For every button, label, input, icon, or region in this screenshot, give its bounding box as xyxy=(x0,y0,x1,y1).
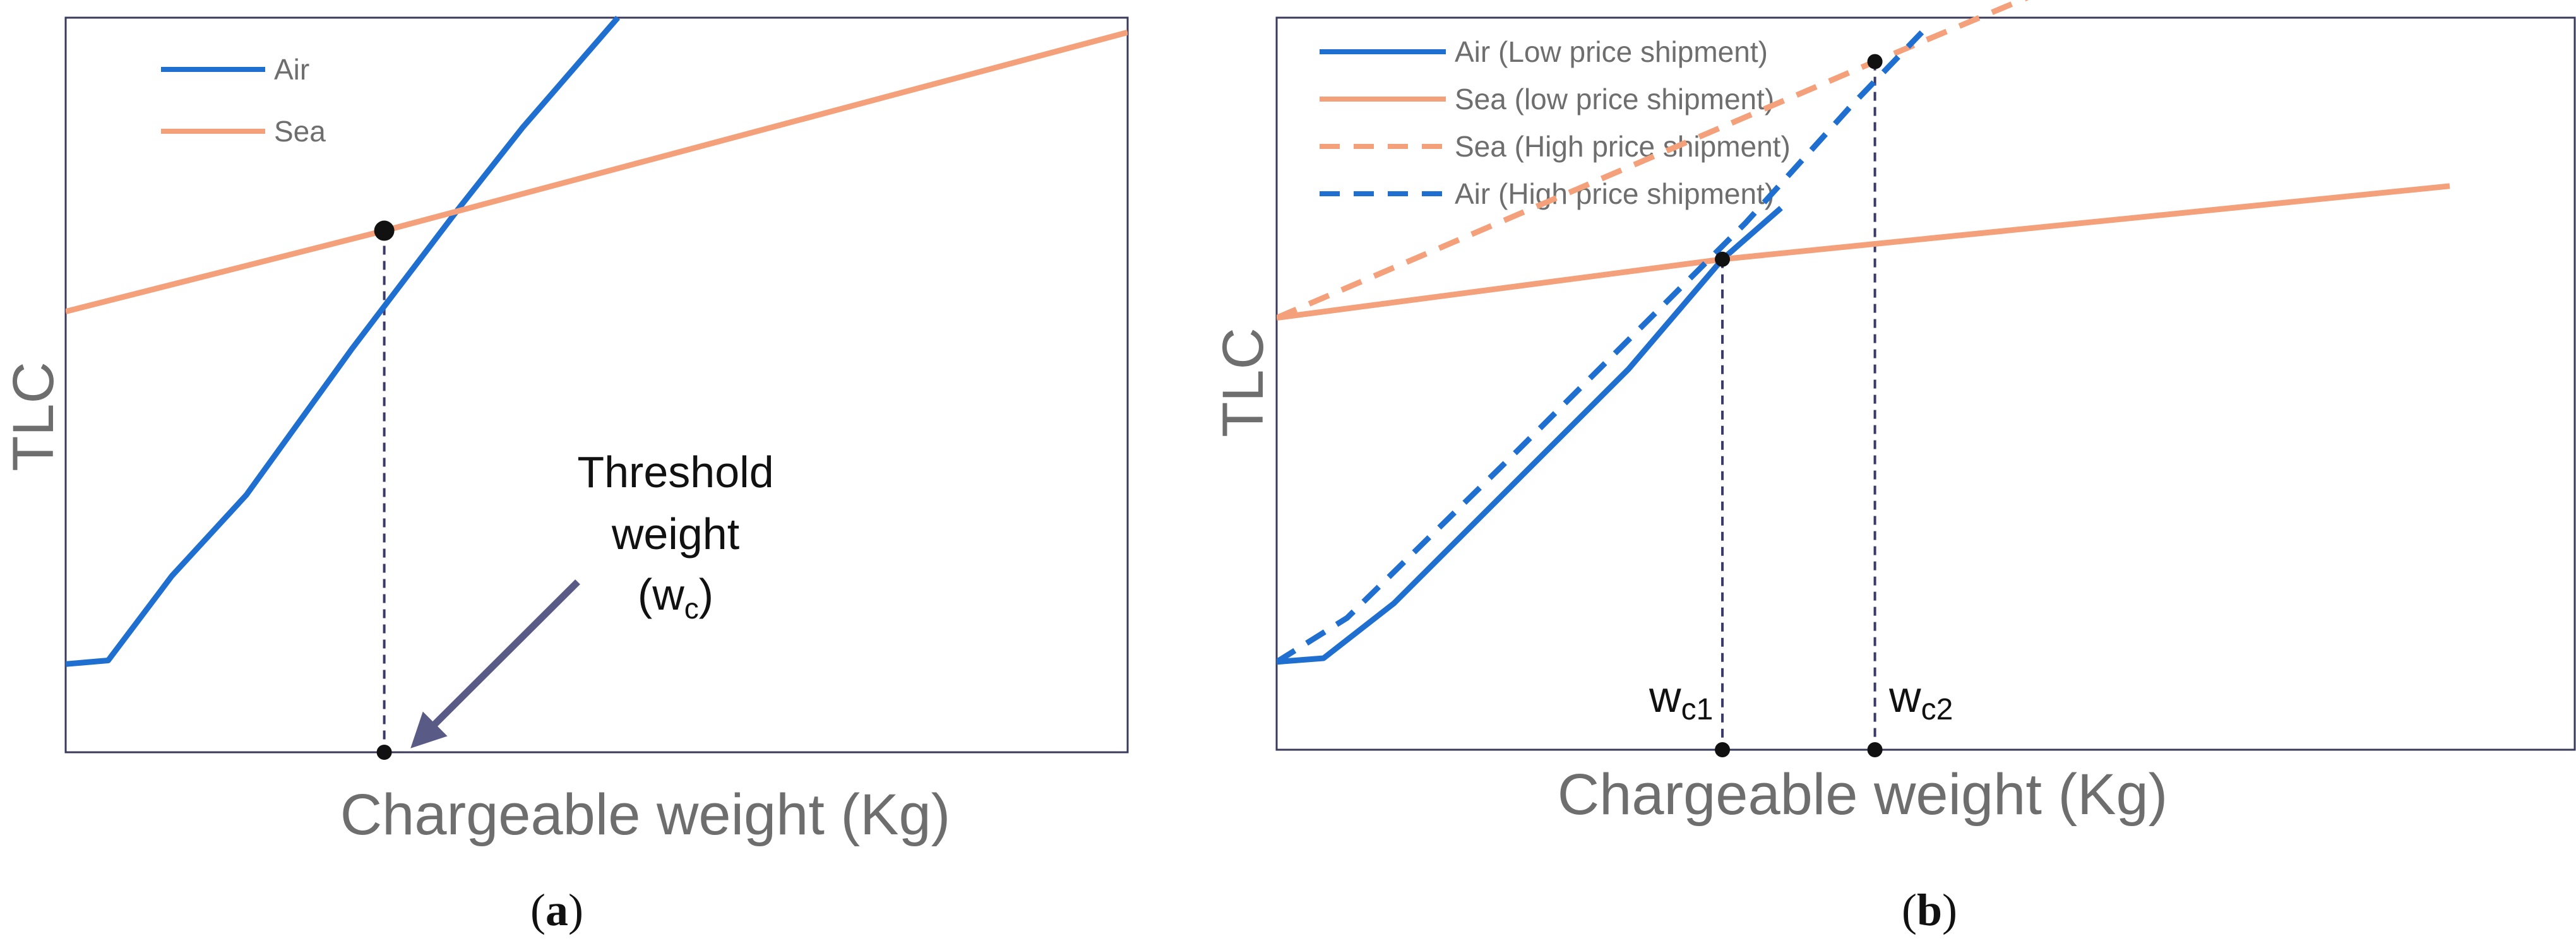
panel-b-points xyxy=(1715,54,1883,757)
panel-a-legend: Air Sea xyxy=(161,53,326,148)
panel-a-series-sea xyxy=(66,29,1128,314)
panel-a-caption-letter: a xyxy=(546,885,568,935)
panel-b-chart: Air (Low price shipment) Sea (low price s… xyxy=(1211,0,2576,935)
panel-b-point-2 xyxy=(1715,742,1731,757)
panel-a-plot-frame xyxy=(64,16,1129,754)
panel-b-caption-close: ) xyxy=(1942,885,1957,935)
marker-wc2-base: w xyxy=(1888,672,1921,721)
panel-a-point-1 xyxy=(376,745,392,760)
panel-a-point-0 xyxy=(374,220,395,241)
panel-b-y-axis-label: TLC xyxy=(1211,328,1275,437)
panel-b-point-1 xyxy=(1867,54,1883,69)
panel-b-x-axis-label: Chargeable weight (Kg) xyxy=(1558,762,2168,827)
threshold-annotation-line1: Threshold xyxy=(577,447,773,497)
marker-wc2-label: wc2 xyxy=(1888,672,1953,726)
panel-b-caption-letter: b xyxy=(1917,885,1942,935)
panel-b-legend-label-air-low-price-shipment: Air (Low price shipment) xyxy=(1455,35,1768,68)
threshold-annotation: Threshold weight (wc) xyxy=(577,447,773,625)
panel-b-point-3 xyxy=(1867,742,1883,757)
panel-b-legend-label-air-high-price-shipment: Air (High price shipment) xyxy=(1455,177,1774,210)
panel-a-y-axis-label: TLC xyxy=(1,362,66,471)
panel-b-legend-label-sea-low-price-shipment: Sea (low price shipment) xyxy=(1455,83,1774,115)
panel-a-legend-label-air: Air xyxy=(274,53,309,86)
panel-a-chart: Air Sea TLC Chargeable weight (Kg) Thresh… xyxy=(1,16,1129,935)
panel-b-point-0 xyxy=(1715,251,1731,267)
panel-a-series-air xyxy=(66,16,621,667)
threshold-annotation-line3: (wc) xyxy=(638,570,713,625)
threshold-annotation-close: ) xyxy=(699,570,713,619)
threshold-annotation-line2: weight xyxy=(611,509,739,559)
marker-wc1-sub: c1 xyxy=(1681,693,1714,726)
panel-b-legend: Air (Low price shipment) Sea (low price s… xyxy=(1320,35,1791,210)
panel-a-caption-open: ( xyxy=(530,885,546,935)
panel-a-series xyxy=(66,16,1128,667)
panel-b-plot-frame xyxy=(1275,16,2576,751)
panel-b-guides xyxy=(1721,61,1876,750)
panel-a-caption-close: ) xyxy=(568,885,583,935)
panel-b-series-sea-high-price-shipment xyxy=(1277,0,2029,321)
threshold-annotation-sub: c xyxy=(684,592,699,625)
panel-b-caption-open: ( xyxy=(1902,885,1917,935)
panel-b-series-air-low-price-shipment xyxy=(1277,206,1783,665)
threshold-annotation-open: (w xyxy=(638,570,684,619)
marker-wc1-label: wc1 xyxy=(1649,672,1713,726)
panel-a-legend-label-sea: Sea xyxy=(274,115,326,148)
panel-a-points xyxy=(374,220,395,760)
marker-wc2-sub: c2 xyxy=(1921,693,1953,726)
panel-b-caption: (b) xyxy=(1902,885,1957,935)
panel-b-series-air-high-price-shipment xyxy=(1277,30,1924,665)
panel-b-legend-label-sea-high-price-shipment: Sea (High price shipment) xyxy=(1455,130,1791,163)
panel-b-series-sea-low-price-shipment xyxy=(1277,183,2450,321)
panel-a-caption: (a) xyxy=(530,885,583,935)
threshold-arrow xyxy=(410,579,580,748)
marker-wc1-base: w xyxy=(1649,672,1681,721)
panel-b-series xyxy=(1277,0,2450,665)
panel-a-x-axis-label: Chargeable weight (Kg) xyxy=(340,783,951,847)
